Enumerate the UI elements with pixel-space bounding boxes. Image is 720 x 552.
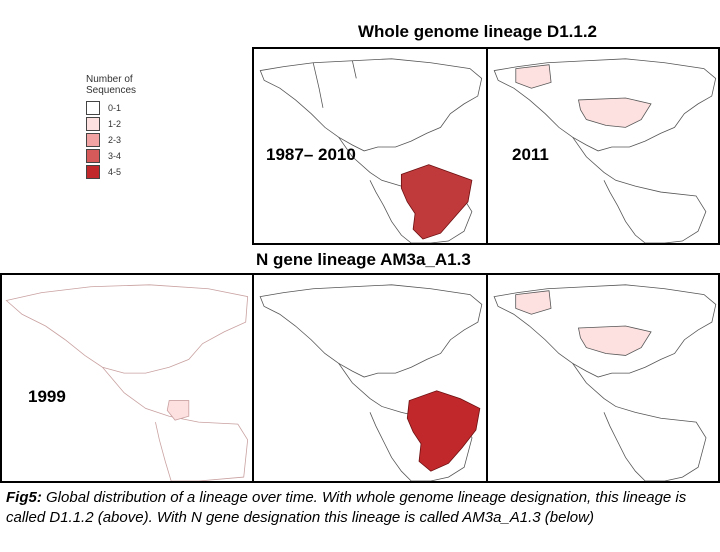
americas-map — [5, 284, 249, 481]
americas-map — [259, 58, 483, 243]
map-panel-whole-genome-2011: 2011 — [486, 47, 720, 245]
legend-label: 4-5 — [108, 167, 122, 177]
legend-swatch — [86, 101, 100, 115]
legend-swatch — [86, 165, 100, 179]
legend-label: 3-4 — [108, 151, 122, 161]
map-panel-whole-genome-1987-2010: 1987– 2010 — [252, 47, 488, 245]
legend-swatch — [86, 117, 100, 131]
legend-title-line1: Number of — [86, 74, 133, 85]
caption-text: Global distribution of a lineage over ti… — [6, 489, 687, 526]
year-label: 1999 — [28, 387, 66, 406]
legend-swatch — [86, 149, 100, 163]
n-gene-title: N gene lineage AM3a_A1.3 — [256, 250, 471, 269]
map-panel-n-gene-middle — [252, 273, 488, 483]
legend-item: 3-4 — [86, 148, 136, 164]
legend-label: 1-2 — [108, 119, 122, 129]
peru-shape — [166, 400, 190, 421]
americas-map — [259, 284, 483, 481]
legend-title-line2: Sequences — [86, 85, 137, 96]
legend-label: 0-1 — [108, 103, 122, 113]
whole-genome-title: Whole genome lineage D1.1.2 — [358, 22, 598, 41]
legend-label: 2-3 — [108, 135, 122, 145]
legend-swatch — [86, 133, 100, 147]
usa-shape — [578, 97, 652, 128]
usa-shape — [578, 325, 652, 356]
legend-item: 4-5 — [86, 164, 136, 180]
year-label: 1987– 2010 — [266, 145, 356, 164]
americas-map — [493, 284, 717, 481]
caption-label: Fig5: — [6, 489, 42, 506]
legend-item: 2-3 — [86, 132, 136, 148]
figure-caption: Fig5: Global distribution of a lineage o… — [6, 488, 714, 528]
alaska-shape — [515, 290, 552, 315]
americas-map — [493, 58, 717, 243]
map-panel-n-gene-right — [486, 273, 720, 483]
legend-item: 0-1 — [86, 100, 136, 116]
alaska-shape — [515, 64, 552, 89]
legend-item: 1-2 — [86, 116, 136, 132]
legend: Number of Sequences 0-1 1-2 2-3 3-4 4-5 — [86, 74, 136, 180]
brazil-shape — [406, 390, 481, 472]
map-panel-n-gene-1999: 1999 — [0, 273, 254, 483]
brazil-shape — [400, 164, 473, 240]
year-label: 2011 — [512, 145, 549, 164]
